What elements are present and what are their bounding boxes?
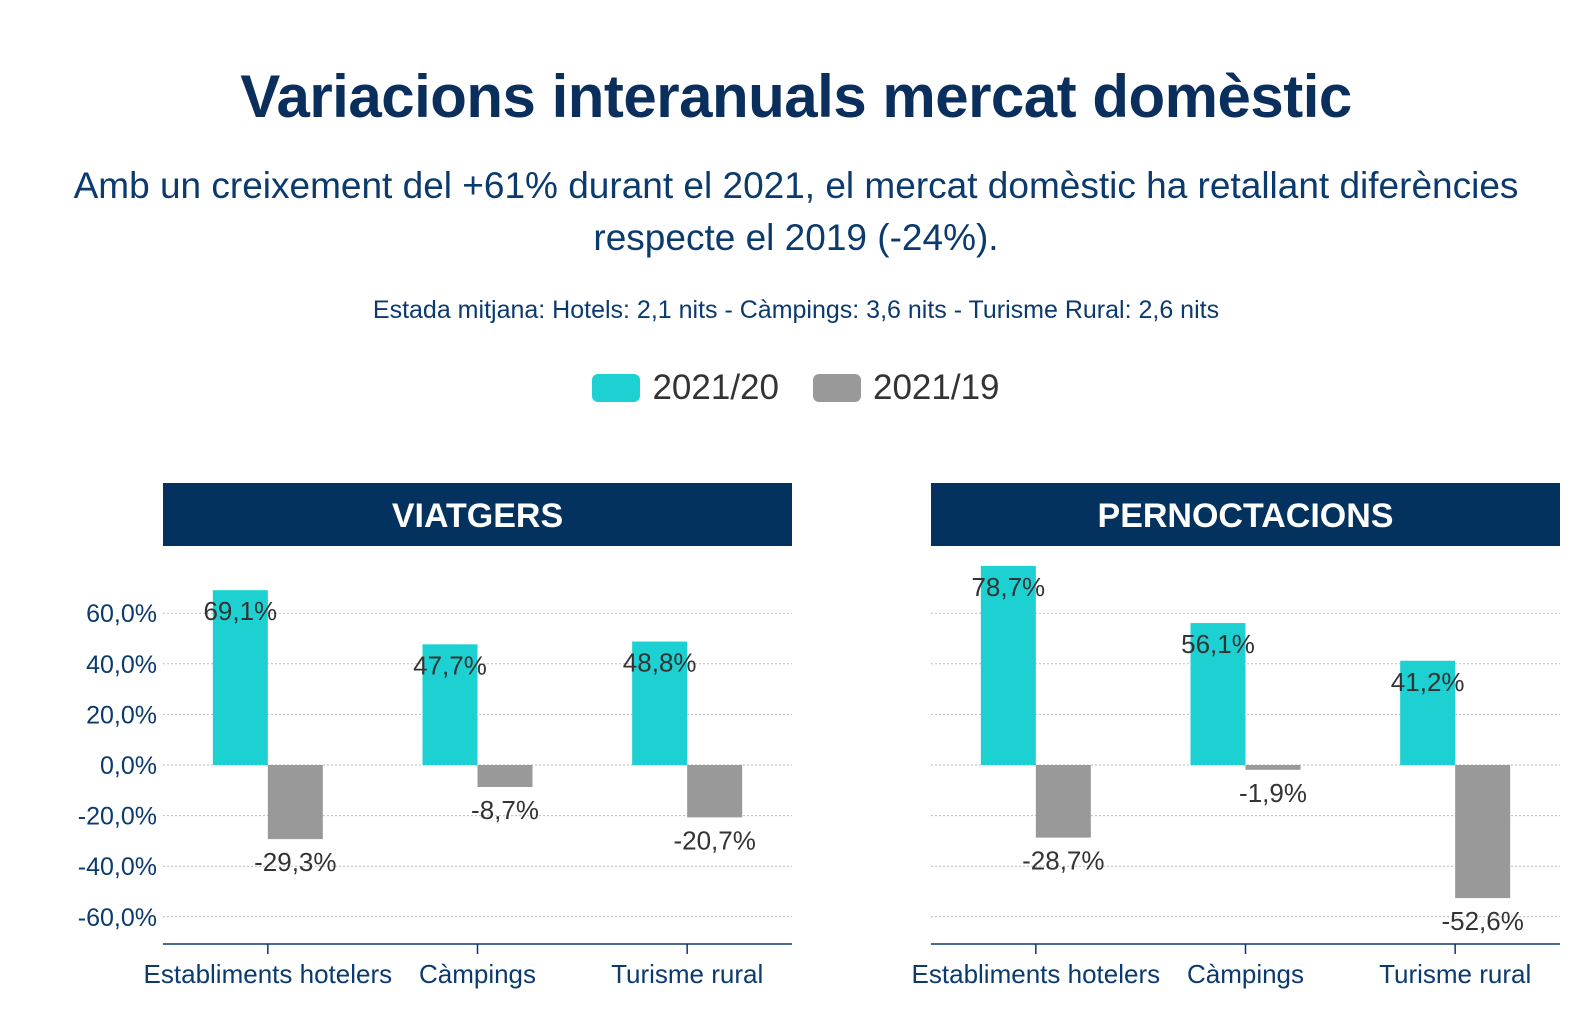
bar-2021-19 [1035, 765, 1091, 838]
bar-2021-20 [422, 644, 478, 765]
bar-2021-20 [980, 565, 1036, 765]
data-label: -20,7% [673, 825, 755, 855]
y-tick-label: -40,0% [78, 853, 157, 881]
y-tick-label: 20,0% [86, 701, 157, 729]
x-category-label: Càmpings [1187, 959, 1304, 989]
legend-item-2021-19: 2021/19 [813, 368, 1000, 408]
legend-swatch-gray [813, 374, 861, 402]
data-label: -8,7% [471, 795, 539, 825]
panel-header-pernoctacions [931, 483, 1560, 546]
y-tick-label: -60,0% [78, 904, 157, 932]
chart-legend: 2021/20 2021/19 [0, 368, 1592, 408]
panel-title: VIATGERS [392, 497, 563, 535]
data-label: -1,9% [1239, 778, 1307, 808]
bar-2021-19 [687, 765, 743, 818]
data-label: 41,2% [1391, 667, 1465, 697]
data-label: 78,7% [971, 572, 1045, 602]
panel-title: PERNOCTACIONS [1098, 497, 1394, 535]
bar-2021-20 [212, 590, 268, 765]
legend-label: 2021/19 [873, 368, 1000, 407]
x-category-label: Establiments hotelers [144, 959, 393, 989]
data-label: 47,7% [413, 650, 487, 680]
bar-2021-20 [1190, 623, 1246, 765]
x-category-label: Turisme rural [611, 959, 763, 989]
y-tick-label: 40,0% [86, 651, 157, 679]
bar-2021-19 [1245, 765, 1301, 770]
data-label: 48,8% [623, 648, 697, 678]
bar-2021-19 [477, 765, 533, 788]
data-label: -28,7% [1022, 846, 1104, 876]
bar-2021-20 [632, 641, 688, 765]
legend-item-2021-20: 2021/20 [592, 368, 779, 408]
bar-2021-19 [267, 765, 323, 840]
data-label: -52,6% [1441, 906, 1523, 936]
legend-swatch-teal [592, 374, 641, 402]
data-label: -29,3% [254, 847, 336, 877]
data-label: 56,1% [1181, 629, 1255, 659]
bar-2021-19 [1455, 765, 1511, 899]
x-category-label: Càmpings [419, 959, 536, 989]
bar-2021-20 [1400, 660, 1456, 765]
y-tick-label: 60,0% [86, 600, 157, 628]
page-subtitle: Amb un creixement del +61% durant el 202… [73, 165, 1519, 258]
y-tick-label: 0,0% [100, 752, 157, 780]
legend-label: 2021/20 [652, 368, 779, 407]
x-category-label: Establiments hotelers [912, 959, 1161, 989]
x-category-label: Turisme rural [1379, 959, 1531, 989]
data-label: 69,1% [203, 596, 277, 626]
y-tick-label: -20,0% [78, 803, 157, 831]
average-stay-note: Estada mitjana: Hotels: 2,1 nits - Càmpi… [372, 296, 1220, 324]
panel-header-viatgers [163, 483, 792, 546]
page-title: Variacions interanuals mercat domèstic [240, 63, 1352, 130]
